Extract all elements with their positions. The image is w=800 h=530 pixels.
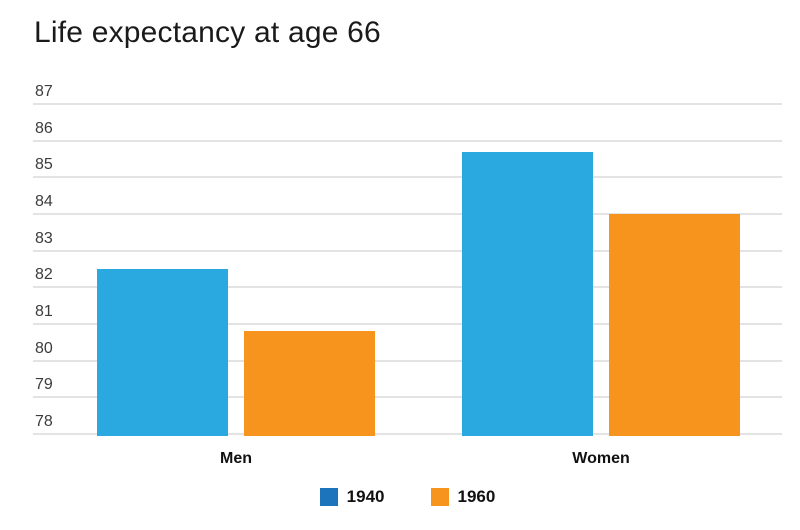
y-tick-label-87: 87 bbox=[35, 83, 53, 100]
y-tick-label-79: 79 bbox=[35, 376, 53, 394]
category-label-men: Men bbox=[220, 450, 252, 467]
bar-women-1960 bbox=[609, 214, 740, 436]
gridline-79 bbox=[33, 396, 782, 399]
legend-label-1960: 1960 bbox=[457, 487, 496, 506]
legend-label-1940: 1940 bbox=[346, 487, 385, 506]
bar-men-1940 bbox=[97, 269, 228, 436]
y-tick-label-82: 82 bbox=[35, 266, 53, 284]
legend-swatch-1940 bbox=[319, 488, 338, 506]
y-tick-label-81: 81 bbox=[35, 303, 53, 320]
y-tick-label-85: 85 bbox=[35, 156, 53, 174]
y-tick-label-80: 80 bbox=[35, 339, 53, 357]
legend-item-1960: 1960 bbox=[430, 487, 496, 507]
gridline-86 bbox=[33, 139, 782, 142]
chart-title: Life expectancy at age 66 bbox=[34, 16, 381, 49]
bar-women-1940 bbox=[462, 151, 593, 436]
gridline-81 bbox=[33, 323, 782, 325]
y-tick-label-84: 84 bbox=[35, 193, 53, 210]
legend-swatch-1960 bbox=[430, 488, 449, 506]
gridline-82 bbox=[33, 286, 782, 289]
y-tick-label-78: 78 bbox=[35, 413, 53, 430]
gridline-80 bbox=[33, 359, 782, 362]
gridline-84 bbox=[33, 213, 782, 215]
gridline-87 bbox=[33, 103, 782, 105]
gridline-78 bbox=[33, 433, 782, 435]
bar-men-1960 bbox=[244, 331, 375, 436]
category-label-women: Women bbox=[572, 450, 630, 467]
gridline-85 bbox=[33, 176, 782, 179]
y-tick-label-83: 83 bbox=[35, 229, 53, 247]
y-tick-label-86: 86 bbox=[35, 119, 53, 137]
gridline-83 bbox=[33, 249, 782, 252]
legend-item-1940: 1940 bbox=[319, 487, 385, 507]
legend: 1940 1960 bbox=[33, 487, 782, 507]
